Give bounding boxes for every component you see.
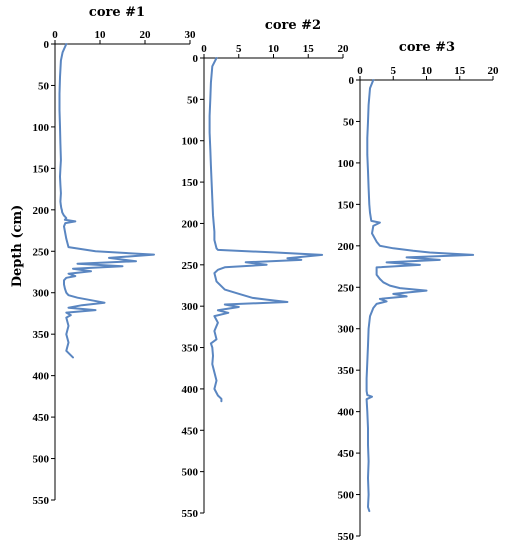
core-2-y-tick-label: 0 [193, 53, 199, 65]
core-2-x-tick-label: 0 [201, 43, 207, 55]
core-1-y-tick-label: 50 [38, 80, 50, 92]
core-3-series-line [365, 79, 475, 513]
core-3-y-tick-label: 0 [349, 75, 355, 87]
core-3-y-tick-label: 350 [338, 365, 355, 377]
core-2-x-tick-label: 20 [338, 43, 350, 55]
core-1-y-tick-label: 450 [33, 412, 50, 424]
core-1-y-tick-label: 300 [33, 288, 50, 300]
core-2-y-tick-label: 250 [182, 260, 199, 272]
core-3-y-tick-label: 550 [338, 531, 355, 543]
core-2-y-tick-label: 400 [182, 384, 199, 396]
core-3-x-tick-label: 10 [421, 65, 433, 77]
core-2-x-tick-label: 15 [303, 43, 315, 55]
core-2-y-tick-label: 50 [187, 94, 199, 106]
core-3-y-tick-label: 450 [338, 448, 355, 460]
core-3-y-tick-label: 250 [338, 282, 355, 294]
core-2-y-tick-label: 500 [182, 467, 199, 479]
core-3-x-tick-label: 20 [488, 65, 500, 77]
core-2-y-tick-label: 550 [182, 508, 199, 520]
core-2-y-tick-label: 100 [182, 136, 199, 148]
core-2-x-tick-label: 5 [236, 43, 242, 55]
core-3-x-tick-label: 0 [357, 65, 363, 77]
core-1-y-tick-label: 500 [33, 454, 50, 466]
core-1-x-tick-label: 0 [52, 29, 58, 41]
core-1-panel: core #1 0 10 20 300501001502002503003504004… [33, 5, 197, 507]
y-axis-label: Depth (cm) [10, 205, 25, 288]
core-2-y-tick-label: 300 [182, 301, 199, 313]
core-3-title: core #3 [399, 40, 455, 55]
core-1-y-tick-label: 250 [33, 246, 50, 258]
core-3-x-tick-label: 15 [454, 65, 466, 77]
core-3-y-tick-label: 400 [338, 407, 355, 419]
core-2-panel: core #2 0 5 10 15 20050100150200250300350400… [182, 18, 350, 520]
core-1-y-tick-label: 350 [33, 329, 50, 341]
core-3-y-tick-label: 300 [338, 324, 355, 336]
core-1-y-tick-label: 100 [33, 122, 50, 134]
core-1-y-tick-label: 150 [33, 163, 50, 175]
core-2-y-tick-label: 350 [182, 343, 199, 355]
core-2-x-tick-label: 10 [268, 43, 280, 55]
core-2-y-tick-label: 200 [182, 218, 199, 230]
core-3-x-tick-label: 5 [391, 65, 397, 77]
core-3-panel: core #3 0 5 10 15 20050100150200250300350400… [338, 40, 500, 543]
core-3-y-tick-label: 50 [343, 116, 355, 128]
core-1-y-tick-label: 0 [44, 39, 50, 51]
core-1-title: core #1 [89, 5, 145, 20]
core-3-y-tick-label: 150 [338, 199, 355, 211]
core-3-y-tick-label: 500 [338, 490, 355, 502]
core-1-y-tick-label: 400 [33, 371, 50, 383]
core-2-title: core #2 [265, 18, 321, 33]
core-2-series-line [208, 57, 324, 403]
core-1-y-tick-label: 550 [33, 495, 50, 507]
core-2-y-tick-label: 150 [182, 177, 199, 189]
core-1-series-line [58, 43, 155, 359]
core-1-x-tick-label: 20 [140, 29, 152, 41]
core-3-y-tick-label: 100 [338, 158, 355, 170]
core-1-x-tick-label: 30 [185, 29, 197, 41]
core-1-y-tick-label: 200 [33, 205, 50, 217]
core-1-x-tick-label: 10 [95, 29, 107, 41]
core-3-y-tick-label: 200 [338, 241, 355, 253]
core-2-y-tick-label: 450 [182, 425, 199, 437]
